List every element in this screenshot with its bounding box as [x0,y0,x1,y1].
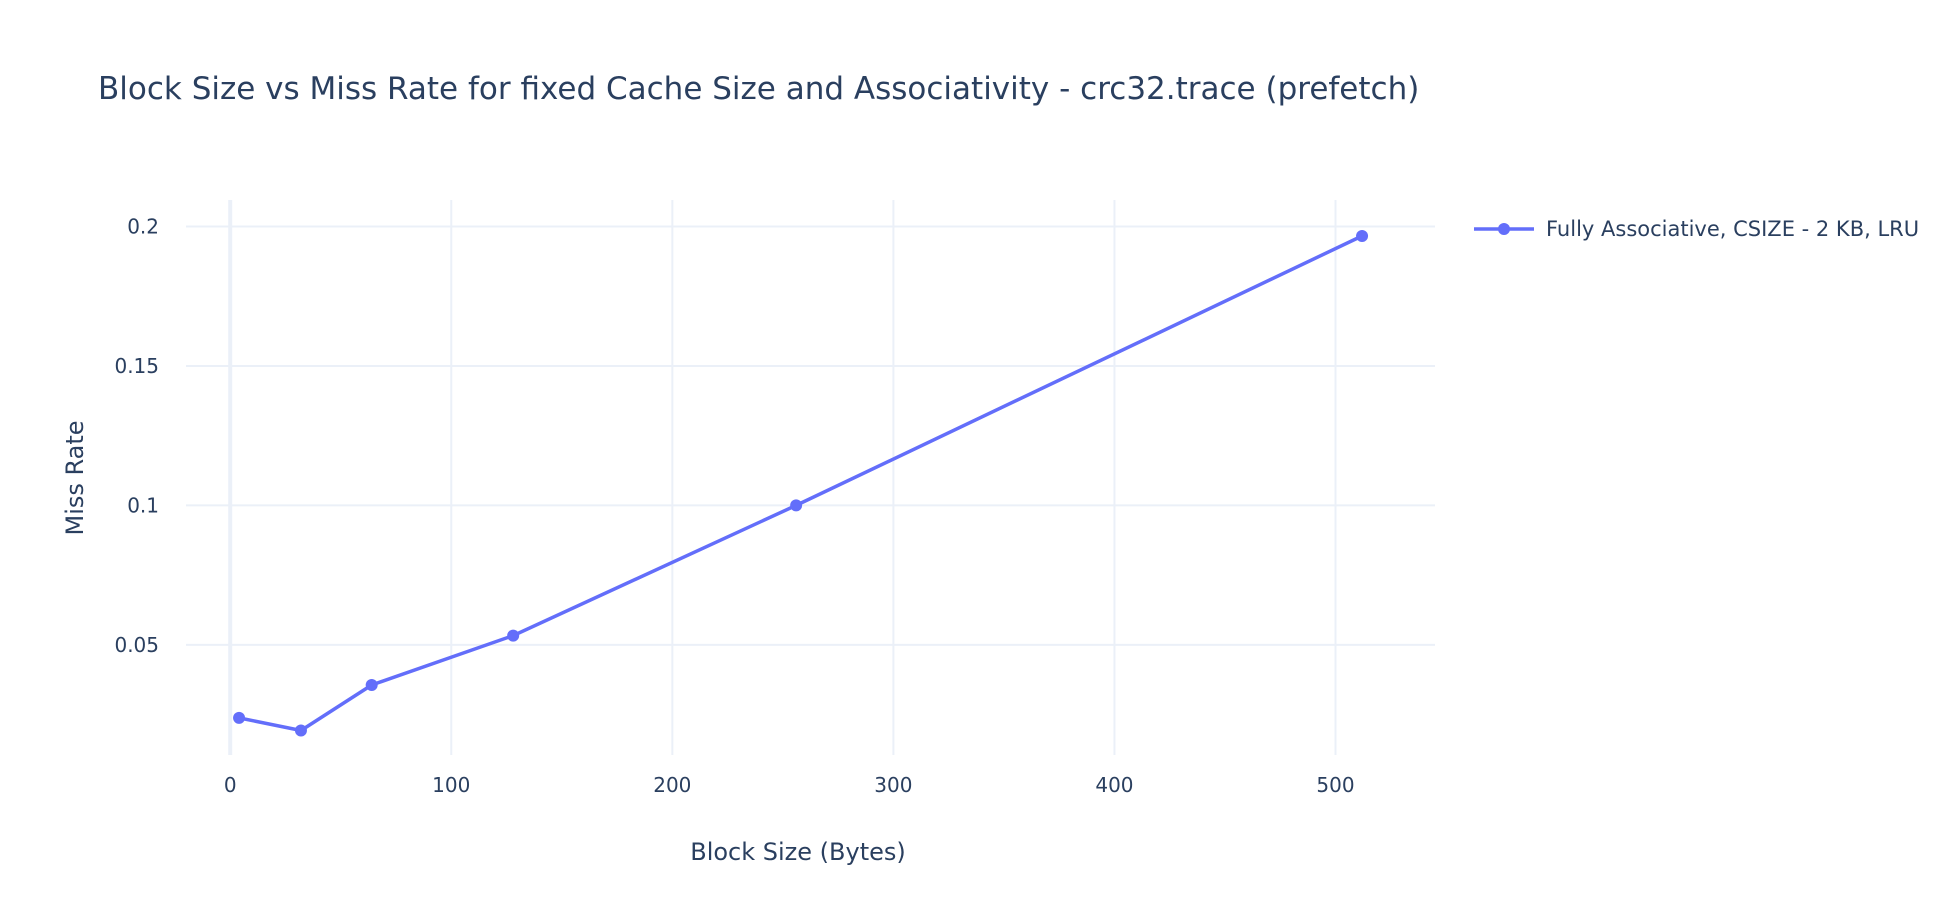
x-tick-label: 400 [1095,773,1133,797]
data-point[interactable] [790,499,803,512]
y-tick-label: 0.2 [127,214,159,238]
y-tick-label: 0.15 [114,354,159,378]
data-point[interactable] [294,724,307,737]
series-line [238,234,1363,733]
plot-area [233,229,1369,737]
grid [186,200,1435,755]
data-point[interactable] [365,678,378,691]
legend-marker-swatch [1498,223,1510,235]
x-tick-label: 200 [653,773,691,797]
x-tick-label: 100 [432,773,470,797]
legend-label: Fully Associative, CSIZE - 2 KB, LRU [1546,217,1919,241]
data-point[interactable] [507,629,520,642]
chart-title: Block Size vs Miss Rate for fixed Cache … [98,71,1419,107]
x-axis-title: Block Size (Bytes) [690,838,906,866]
x-tick-label: 300 [874,773,912,797]
axis-ticks: 0 100 200 300 400 500 0.05 0.1 0.15 0.2 [114,214,1354,797]
data-point[interactable] [1356,229,1369,242]
y-tick-label: 0.1 [127,493,159,517]
x-tick-label: 0 [224,773,237,797]
legend-item[interactable]: Fully Associative, CSIZE - 2 KB, LRU [1474,217,1919,241]
y-tick-label: 0.05 [114,633,159,657]
y-axis-title: Miss Rate [61,420,89,535]
legend[interactable]: Fully Associative, CSIZE - 2 KB, LRU [1474,217,1919,241]
x-tick-label: 500 [1316,773,1354,797]
data-point[interactable] [233,711,246,724]
